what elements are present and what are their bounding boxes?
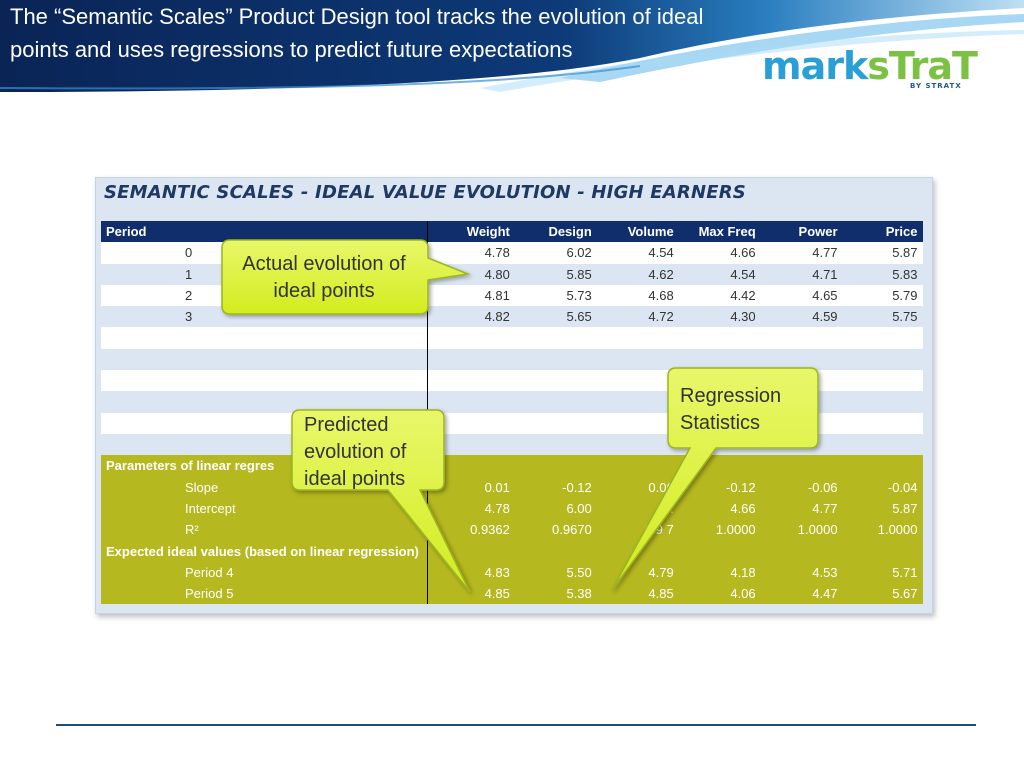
value-cell: 1.0000: [760, 519, 843, 541]
table-row: 1 4.80 5.85 4.62 4.54 4.71 5.83: [101, 263, 923, 285]
value-cell: 4.47: [760, 583, 843, 605]
col-header-volume: Volume: [596, 221, 679, 243]
value-cell: 4.85: [596, 583, 679, 605]
value-cell: 4.78: [427, 497, 515, 520]
col-header-weight: Weight: [427, 221, 515, 243]
value-cell: 5.87: [842, 497, 923, 520]
value-cell: 4.65: [760, 284, 843, 307]
value-cell: 4.42: [678, 284, 761, 307]
value-cell: 5.87: [842, 242, 923, 264]
value-cell: 4.54: [596, 242, 679, 264]
value-cell: 4.53: [760, 561, 843, 584]
section-label-expected: Expected ideal values (based on linear r…: [101, 540, 429, 562]
value-cell: 5.85: [514, 263, 597, 285]
callout-predicted-text: Predicted evolution of ideal points: [304, 414, 407, 490]
value-cell: 4.: [596, 497, 679, 520]
value-cell: 4.59: [760, 306, 843, 328]
param-row: Intercept 4.78 6.00 4. 4.66 4.77 5.87: [101, 497, 923, 520]
value-cell: 4.30: [678, 306, 761, 328]
period-cell: 3: [101, 306, 429, 328]
value-cell: 5.75: [842, 306, 923, 328]
value-cell: 4.78: [427, 242, 515, 264]
value-cell: 5.71: [842, 561, 923, 584]
col-header-period: Period: [101, 221, 429, 243]
value-cell: 0.9362: [427, 519, 515, 541]
empty-row: [101, 348, 923, 371]
col-header-power: Power: [760, 221, 843, 243]
param-row: Slope 0.01 -0.12 0.06 -0.12 -0.06 -0.04: [101, 476, 923, 498]
value-cell: 4.54: [678, 263, 761, 285]
expected-row: Period 4 4.83 5.50 4.79 4.18 4.53 5.71: [101, 561, 923, 584]
section-row-expected: Expected ideal values (based on linear r…: [101, 540, 923, 562]
empty-row: [101, 370, 923, 392]
param-label: Intercept: [101, 497, 429, 520]
table-row: 3 4.82 5.65 4.72 4.30 4.59 5.75: [101, 306, 923, 328]
param-row: R² 0.9362 0.9670 0.9 7 1.0000 1.0000 1.0…: [101, 519, 923, 541]
callout-actual-text: Actual evolution of ideal points: [242, 253, 406, 302]
value-cell: 5.83: [842, 263, 923, 285]
value-cell: 0.01: [427, 476, 515, 498]
value-cell: 5.67: [842, 583, 923, 605]
banner-graphic: [0, 0, 1024, 92]
value-cell: 5.65: [514, 306, 597, 328]
empty-row: [101, 327, 923, 349]
col-header-price: Price: [842, 221, 923, 243]
value-cell: 4.83: [427, 561, 515, 584]
value-cell: 4.06: [678, 583, 761, 605]
value-cell: 1.0000: [678, 519, 761, 541]
header-row: Period Weight Design Volume Max Freq Pow…: [101, 221, 923, 243]
value-cell: 4.79: [596, 561, 679, 584]
logo-byline: BY STRATX: [910, 82, 962, 90]
panel-title: SEMANTIC SCALES - IDEAL VALUE EVOLUTION …: [104, 182, 746, 203]
table-row: 0 4.78 6.02 4.54 4.66 4.77 5.87: [101, 242, 923, 264]
section-label-expected-text: Expected ideal values (based on linear r…: [106, 543, 419, 559]
value-cell: 4.18: [678, 561, 761, 584]
expected-label: Period 4: [101, 561, 429, 584]
value-cell: 4.66: [678, 497, 761, 520]
logo-wordmark: marksTraT: [762, 44, 978, 88]
empty-row: [101, 433, 923, 456]
logo-strat-text: sTraT: [867, 44, 978, 88]
value-cell: -0.06: [760, 476, 843, 498]
value-cell: 0.06: [596, 476, 679, 498]
expected-label: Period 5: [101, 583, 429, 605]
expected-row: Period 5 4.85 5.38 4.85 4.06 4.47 5.67: [101, 583, 923, 605]
value-cell: 5.50: [514, 561, 597, 584]
value-cell: 4.72: [596, 306, 679, 328]
slide-title: The “Semantic Scales” Product Design too…: [10, 4, 704, 62]
callout-regression-text: Regression Statistics: [680, 385, 782, 434]
markstrat-logo: marksTraT BY STRATX: [762, 44, 978, 94]
value-cell: 5.38: [514, 583, 597, 605]
value-cell: 4.81: [427, 284, 515, 307]
footer-rule: [56, 724, 976, 726]
value-cell: 4.77: [760, 242, 843, 264]
value-cell: 4.77: [760, 497, 843, 520]
value-cell: 4.82: [427, 306, 515, 328]
table-row: 2 4.81 5.73 4.68 4.42 4.65 5.79: [101, 284, 923, 307]
value-cell: 5.79: [842, 284, 923, 307]
value-cell: 4.66: [678, 242, 761, 264]
value-cell: 4.62: [596, 263, 679, 285]
header-banner: The “Semantic Scales” Product Design too…: [0, 0, 1024, 100]
value-cell: 1.0000: [842, 519, 923, 541]
value-cell: 0.9670: [514, 519, 597, 541]
value-cell: 4.71: [760, 263, 843, 285]
logo-mark-text: mark: [762, 44, 868, 88]
col-header-max-freq: Max Freq: [678, 221, 761, 243]
value-cell: 4.85: [427, 583, 515, 605]
value-cell: 0.9 7: [596, 519, 679, 541]
param-label: R²: [101, 519, 429, 541]
col-header-design: Design: [514, 221, 597, 243]
value-cell: -0.12: [514, 476, 597, 498]
value-cell: -0.12: [678, 476, 761, 498]
section-row-parameters: Parameters of linear regres: [101, 455, 923, 477]
value-cell: -0.04: [842, 476, 923, 498]
value-cell: 4.68: [596, 284, 679, 307]
value-cell: 4.80: [427, 263, 515, 285]
value-cell: 6.02: [514, 242, 597, 264]
value-cell: 5.73: [514, 284, 597, 307]
value-cell: 6.00: [514, 497, 597, 520]
